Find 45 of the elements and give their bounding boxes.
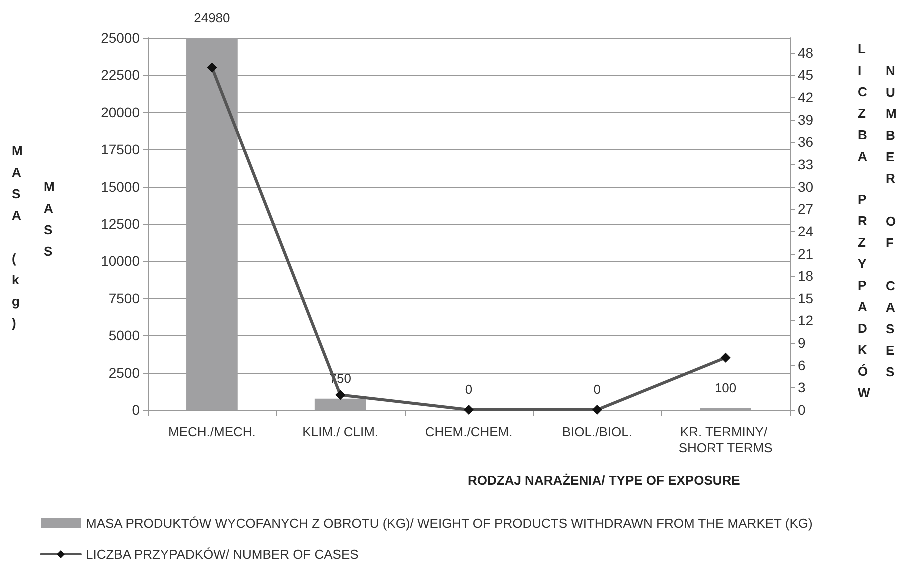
y-tick-label: 12500 (101, 216, 140, 232)
y2-tick-label: 15 (798, 290, 814, 306)
y-tick-label: 0 (132, 402, 140, 418)
y2-tick-label: 48 (798, 44, 814, 61)
y-tick-label: 20000 (101, 104, 140, 120)
y2-tick-label: 18 (798, 268, 814, 284)
y-tick-label: 22500 (101, 67, 140, 84)
y2-tick-label: 0 (798, 402, 806, 418)
y2-tick-label: 3 (798, 380, 806, 396)
y2-tick-label: 45 (798, 67, 814, 84)
y-tick-label: 25000 (101, 30, 140, 46)
x-tick-label: MECH./MECH. (168, 424, 256, 440)
y2-tick-label: 12 (798, 312, 814, 329)
y-tick-label: 2500 (108, 364, 140, 381)
data-label: 0 (465, 382, 473, 397)
x-tick-label: KLIM./ CLIM. (302, 424, 379, 440)
bar (314, 398, 366, 410)
x-tick-label: BIOL./BIOL. (562, 424, 632, 440)
legend-label: MASA PRODUKTÓW WYCOFANYCH Z OBROTU (KG)/ WEIGHT OF PRODUCTS WITHDRAWN FROM THE MARKET (KG) (86, 516, 813, 531)
data-label: 0 (594, 382, 602, 397)
text: NUMBER OF CASES (886, 63, 897, 380)
legend-label: LICZBA PRZYPADKÓW/ NUMBER OF CASES (86, 547, 360, 562)
y2-tick-label: 24 (798, 223, 814, 240)
x-tick-label: CHEM./CHEM. (425, 424, 513, 440)
y2-tick-label: 27 (798, 201, 814, 218)
y2-tick-label: 39 (798, 112, 814, 128)
data-label: 100 (714, 380, 737, 396)
y-tick-label: 17500 (101, 142, 140, 158)
y-tick-label: 10000 (101, 253, 140, 270)
y-tick-label: 15000 (101, 178, 140, 195)
x-axis-title: RODZAJ NARAŻENIA/ TYPE OF EXPOSURE (468, 473, 741, 488)
y2-tick-label: 6 (798, 357, 806, 374)
text: LICZBA PRZYPADKÓW (858, 41, 870, 400)
y-tick-label: 5000 (108, 328, 140, 344)
y2-tick-label: 36 (798, 134, 814, 150)
y2-tick-label: 21 (798, 246, 814, 262)
y2-tick-label: 42 (798, 90, 814, 106)
y2-tick-label: 30 (798, 178, 814, 195)
y-tick-label: 7500 (108, 290, 140, 306)
text: MASA (kg) (12, 143, 23, 330)
text: MASS (44, 179, 55, 259)
y2-tick-label: 9 (798, 335, 806, 352)
data-label: 24980 (194, 10, 230, 26)
y2-tick-label: 33 (798, 156, 814, 172)
x-tick-label: KR. TERMINY/ SHORT TERMS (678, 424, 774, 456)
